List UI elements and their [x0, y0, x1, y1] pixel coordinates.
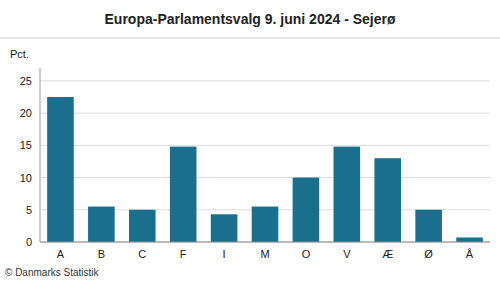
chart-container: Europa-Parlamentsvalg 9. juni 2024 - Sej…: [0, 0, 500, 282]
x-tick-label: V: [343, 248, 351, 260]
grid-line: [40, 177, 490, 178]
bar: [456, 237, 483, 242]
x-tick-label: B: [98, 248, 105, 260]
title-separator: [0, 38, 500, 39]
bar: [47, 97, 74, 242]
grid-line: [40, 113, 490, 114]
y-grid: [40, 81, 490, 242]
grid-line: [40, 145, 490, 146]
bar: [211, 214, 238, 242]
x-tick-label: Ø: [424, 248, 433, 260]
y-tick-label: 10: [20, 172, 32, 184]
x-tick-label: A: [57, 248, 65, 260]
grid-line: [40, 80, 490, 81]
x-tick-label: Æ: [382, 248, 393, 260]
x-tick-label: F: [180, 248, 187, 260]
x-tick-label: O: [302, 248, 311, 260]
y-axis-line: [40, 68, 41, 242]
y-tick-label: 25: [20, 75, 32, 87]
bar: [170, 147, 197, 242]
bar: [88, 207, 115, 242]
footer: © Danmarks Statistik: [5, 267, 100, 278]
x-tick-label: I: [223, 248, 226, 260]
bar: [252, 207, 279, 242]
y-tick-label: 0: [26, 236, 32, 248]
bar: [374, 158, 401, 242]
x-tick-label: Å: [466, 248, 474, 260]
chart-svg: Europa-Parlamentsvalg 9. juni 2024 - Sej…: [0, 0, 500, 282]
bars: [47, 97, 483, 242]
bar: [415, 210, 442, 242]
x-tick-label: M: [260, 248, 269, 260]
bar: [334, 147, 361, 242]
x-axis-line: [40, 242, 490, 243]
x-tick-label: C: [138, 248, 146, 260]
y-tick-label: 5: [26, 204, 32, 216]
title: Europa-Parlamentsvalg 9. juni 2024 - Sej…: [105, 11, 396, 27]
y-axis-label: Pct.: [10, 48, 29, 60]
bar: [129, 210, 156, 242]
grid-line: [40, 242, 490, 243]
bar: [293, 178, 320, 242]
y-tick-label: 15: [20, 139, 32, 151]
y-tick-label: 20: [20, 107, 32, 119]
